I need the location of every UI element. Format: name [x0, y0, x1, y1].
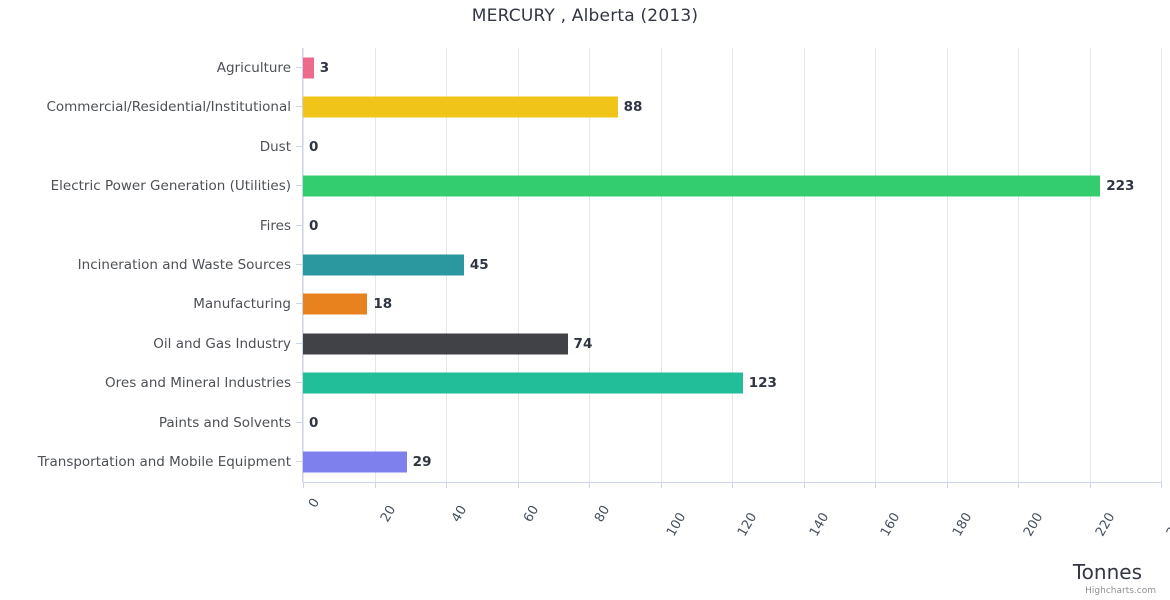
y-axis-tick	[296, 303, 303, 305]
gridline	[732, 48, 733, 482]
category-label[interactable]: Fires	[259, 217, 291, 234]
bar[interactable]	[303, 293, 368, 315]
bar[interactable]	[303, 372, 743, 394]
x-axis-tick-mark	[589, 482, 590, 488]
x-axis-title: Tonnes	[1072, 560, 1142, 584]
x-axis-tick-label: 200	[1021, 510, 1047, 540]
x-axis-tick-mark	[446, 482, 447, 488]
x-axis-tick-mark	[1018, 482, 1019, 488]
x-axis-tick-mark	[660, 482, 662, 488]
gridline	[875, 48, 876, 482]
gridline	[1018, 48, 1019, 482]
bar[interactable]	[303, 96, 618, 118]
bar[interactable]	[303, 451, 407, 473]
category-row: Fires 0	[260, 206, 1161, 245]
chart-credit: Highcharts.com	[1085, 586, 1156, 596]
x-axis-tick-label: 160	[878, 510, 904, 540]
y-axis-tick	[296, 106, 303, 108]
x-axis-tick-label: 80	[592, 503, 614, 525]
bar-value-label: 18	[373, 296, 393, 313]
gridline	[803, 48, 805, 482]
y-axis-tick	[296, 421, 303, 423]
bar-value-label: 29	[412, 454, 432, 471]
category-label[interactable]: Dust	[259, 138, 291, 155]
category-label[interactable]: Ores and Mineral Industries	[105, 375, 291, 392]
category-row: Agriculture 3	[217, 48, 1161, 87]
category-row: Commercial/Residential/Institutional 88	[46, 87, 1161, 126]
category-label[interactable]: Incineration and Waste Sources	[77, 256, 291, 273]
bar-value-label: 88	[623, 99, 643, 116]
bar[interactable]	[303, 254, 464, 276]
bar-value-label: 0	[309, 414, 319, 431]
gridline	[517, 48, 519, 482]
category-row: Ores and Mineral Industries 123	[105, 364, 1161, 403]
category-row: Transportation and Mobile Equipment 29	[38, 443, 1161, 482]
y-axis-tick	[296, 66, 303, 68]
x-axis-tick-label: 220	[1092, 510, 1118, 540]
bar[interactable]	[303, 57, 314, 79]
x-axis-tick-mark	[732, 482, 733, 488]
x-axis-tick-mark	[374, 482, 376, 488]
x-axis-tick-label: 140	[806, 510, 832, 540]
category-row: Electric Power Generation (Utilities) 223	[51, 166, 1161, 205]
bar-value-label: 3	[319, 59, 330, 76]
category-label[interactable]: Paints and Solvents	[158, 414, 291, 431]
category-label[interactable]: Agriculture	[216, 59, 291, 76]
bar-value-label: 223	[1106, 178, 1135, 195]
bar-value-label: 45	[469, 256, 489, 273]
y-axis-tick	[296, 461, 303, 463]
bar[interactable]	[303, 175, 1101, 197]
bar-value-label: 0	[309, 138, 319, 155]
x-axis-tick-label: 100	[663, 510, 689, 540]
category-row: Dust 0	[260, 127, 1161, 166]
x-axis-tick-mark	[946, 482, 948, 488]
category-row: Paints and Solvents 0	[159, 403, 1161, 442]
category-label[interactable]: Electric Power Generation (Utilities)	[50, 178, 291, 195]
bar-value-label: 74	[573, 335, 593, 352]
category-label[interactable]: Manufacturing	[193, 296, 291, 313]
x-axis-tick-label: 20	[377, 503, 399, 525]
chart-title: MERCURY , Alberta (2013)	[471, 6, 699, 26]
y-axis-tick	[296, 342, 303, 344]
x-axis-tick-label: 120	[735, 510, 761, 540]
bar-value-label: 0	[309, 217, 319, 234]
category-label[interactable]: Oil and Gas Industry	[153, 335, 291, 352]
y-axis-tick	[296, 224, 303, 226]
bar-value-label: 123	[748, 375, 777, 392]
x-axis-tick-label: 0	[306, 495, 324, 511]
x-axis-tick-mark	[1089, 482, 1091, 488]
x-axis-tick-label: 40	[449, 503, 471, 525]
x-axis-tick-mark	[803, 482, 805, 488]
x-axis-tick-label: 180	[949, 510, 975, 540]
bar[interactable]	[303, 333, 568, 355]
y-axis-tick	[296, 185, 303, 187]
y-axis-tick	[296, 382, 303, 384]
y-axis-tick	[296, 263, 303, 265]
category-row: Incineration and Waste Sources 45	[78, 245, 1161, 284]
gridline	[589, 48, 590, 482]
gridline	[946, 48, 948, 482]
x-axis-tick-label: 60	[520, 503, 542, 525]
gridline	[660, 48, 662, 482]
y-axis-tick	[296, 145, 303, 147]
x-axis-tick-mark	[517, 482, 519, 488]
gridline	[1161, 48, 1162, 482]
category-label[interactable]: Transportation and Mobile Equipment	[37, 454, 291, 471]
category-label[interactable]: Commercial/Residential/Institutional	[46, 99, 291, 116]
y-axis-line	[302, 48, 303, 482]
plot-area: Agriculture 3 Commercial/Residential/Insti…	[38, 48, 1162, 482]
x-axis-tick-mark	[303, 482, 304, 488]
category-row: Manufacturing 18	[193, 285, 1161, 324]
category-row: Oil and Gas Industry 74	[153, 324, 1161, 363]
x-axis-tick-mark	[875, 482, 876, 488]
gridline	[1089, 48, 1091, 482]
x-axis-tick-mark	[1161, 482, 1162, 488]
